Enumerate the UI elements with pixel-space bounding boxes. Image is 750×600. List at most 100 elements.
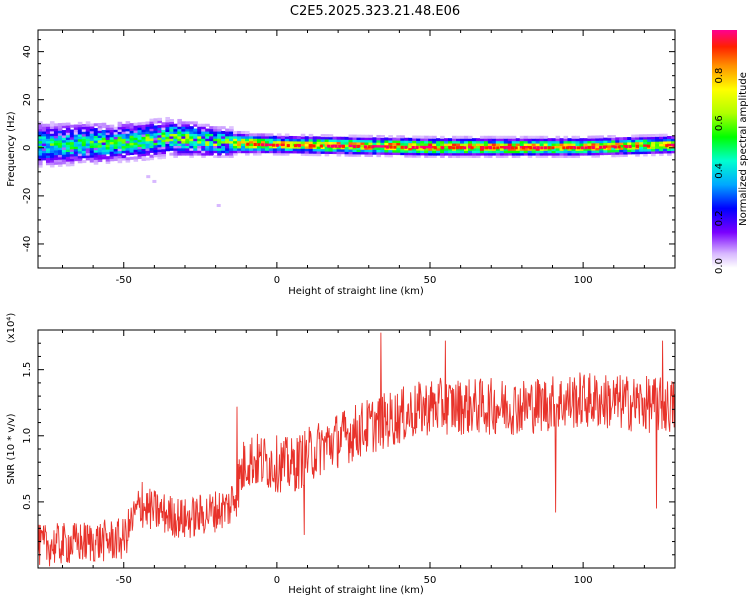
spectrogram-cell <box>531 138 537 142</box>
spectrogram-cell <box>85 154 91 158</box>
spectrogram-cell <box>475 152 481 156</box>
spectrogram-cell <box>237 147 242 151</box>
spectrogram-cell <box>173 155 178 159</box>
spectrogram-cell <box>360 151 366 155</box>
spectrogram-cell <box>153 154 159 158</box>
spectrogram-cell <box>85 147 91 151</box>
spectrogram-cell <box>444 150 449 154</box>
spectrogram-cell <box>173 145 178 149</box>
spectrogram-cell <box>121 135 127 139</box>
spectrogram-cell <box>169 123 174 127</box>
spectrogram-cell <box>384 151 389 155</box>
snr-y-tick-label: 1.5 <box>22 362 33 378</box>
spectrogram-cell <box>483 140 489 144</box>
spectrogram-cell <box>53 147 59 151</box>
spectrogram-cell <box>81 138 87 142</box>
spectrogram-cell <box>185 150 190 154</box>
spectrogram-cell <box>643 153 648 157</box>
spectrogram-cell <box>69 136 75 140</box>
spectrogram-cell <box>456 152 461 156</box>
spectrogram-cell <box>428 150 433 154</box>
spectrogram-cell <box>233 150 238 154</box>
spectrogram-cell <box>89 140 95 144</box>
spectrogram-cell <box>475 150 481 154</box>
spectrogram-cell <box>547 150 553 154</box>
spectrogram-cell <box>41 145 47 149</box>
spectrogram-cell <box>404 149 409 153</box>
spectrogram-cell <box>611 154 616 158</box>
spectrogram-cell <box>463 138 469 142</box>
spectrogram-cell <box>360 146 366 150</box>
spectrogram-cell <box>245 145 250 149</box>
spectrogram-cell <box>424 138 429 142</box>
spectrogram-cell <box>213 138 218 142</box>
spectrogram-cell <box>292 150 298 154</box>
spectrogram-cell <box>237 135 242 139</box>
spectrogram-cell <box>177 130 182 134</box>
spectrogram-cell <box>165 131 170 135</box>
spectrogram-cell <box>432 140 437 144</box>
spectrogram-x-ticks: -50 0 50 100 <box>62 30 676 286</box>
spectrogram-cell <box>65 129 71 133</box>
spectrogram-cell <box>153 118 159 122</box>
spectrogram-cell <box>336 139 342 143</box>
spectrogram-cell <box>288 143 294 147</box>
spectrogram-cell <box>117 150 123 154</box>
spectrogram-peak <box>246 142 250 146</box>
spectrogram-cell <box>65 149 71 153</box>
spectrogram-cell <box>531 142 537 146</box>
spectrogram-cell <box>384 142 389 146</box>
spectrogram-cell <box>348 151 354 155</box>
spectrogram-cell <box>221 126 226 130</box>
spectrogram-cell <box>133 149 139 153</box>
spectrogram-cell <box>344 153 350 157</box>
spectrogram-cell <box>73 141 79 145</box>
spectrogram-cell <box>41 126 47 130</box>
spectrogram-cell <box>105 136 111 140</box>
spectrogram-cell <box>89 130 95 134</box>
spectrogram-cell <box>81 145 87 149</box>
spectrogram-cell <box>229 150 234 154</box>
spectrogram-peak <box>455 146 459 150</box>
spectrogram-cell <box>229 130 234 134</box>
spectrogram-cell <box>635 136 640 140</box>
spectrogram-cell <box>197 138 202 142</box>
spectrogram-cell <box>57 125 63 129</box>
spectrogram-cell <box>161 146 166 150</box>
spectrogram-cell <box>193 130 198 134</box>
spectrogram-cell <box>667 140 672 144</box>
spectrogram-cell <box>53 154 59 158</box>
spectrogram-cell <box>440 142 445 146</box>
spectrogram-cell <box>276 142 282 146</box>
spectrogram-cell <box>507 138 513 142</box>
spectrogram-cell <box>392 149 397 153</box>
spectrogram-cell <box>113 131 119 135</box>
spectrogram-cell <box>436 150 441 154</box>
spectrogram-cell <box>611 149 616 153</box>
spectrogram-cell <box>667 135 672 139</box>
spectrogram-cell <box>416 140 421 144</box>
spectrogram-peak <box>481 146 485 150</box>
spectrogram-peak <box>521 146 526 150</box>
spectrogram-cell <box>153 120 159 124</box>
spectrogram-cell <box>45 138 51 142</box>
spectrogram-cell <box>372 146 377 150</box>
spectrogram-cell <box>400 137 405 141</box>
spectrogram-cell <box>555 155 561 159</box>
spectrogram-cell <box>607 151 612 155</box>
spectrogram-cell <box>252 150 258 154</box>
spectrogram-cell <box>185 121 190 125</box>
spectrogram-cell <box>161 127 166 131</box>
spectrogram-cell <box>205 123 210 127</box>
spectrogram-cell <box>53 156 59 160</box>
spectrogram-cell <box>177 135 182 139</box>
spectrogram-cell <box>149 123 155 127</box>
spectrogram-cell <box>105 134 111 138</box>
spectrogram-cell <box>93 123 99 127</box>
spectrogram-peak <box>588 146 592 150</box>
spectrogram-cell <box>197 147 202 151</box>
spectrogram-cell <box>149 128 155 132</box>
spectrogram-cell <box>185 152 190 156</box>
spectrogram-cell <box>460 138 465 142</box>
spectrogram-cell <box>149 147 155 151</box>
